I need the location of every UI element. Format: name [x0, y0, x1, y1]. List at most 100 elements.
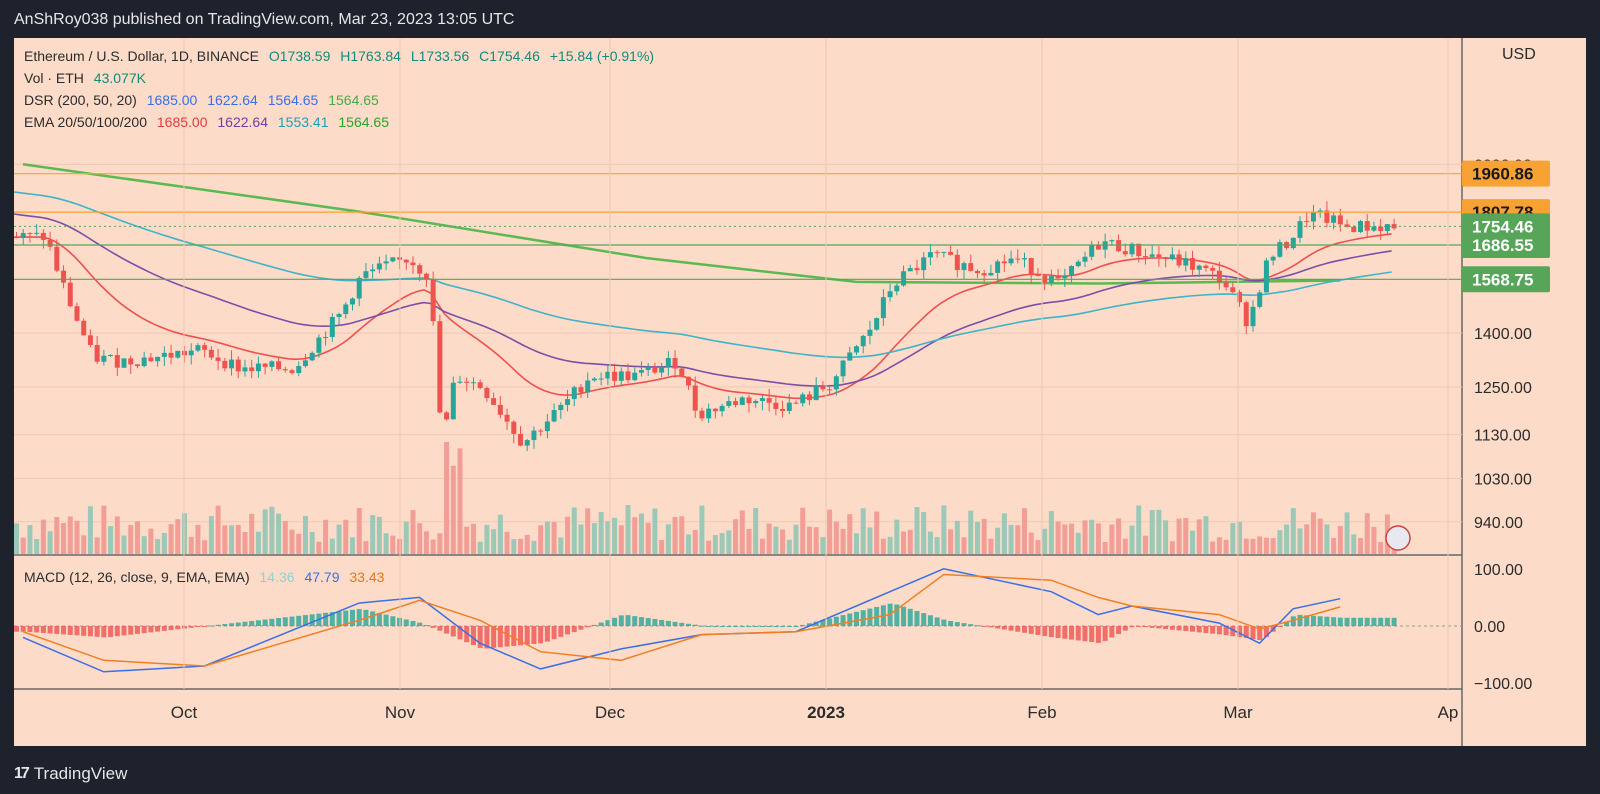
legend-volume-row: Vol · ETH 43.077K — [24, 70, 152, 86]
macd-histogram-bar — [618, 615, 624, 626]
candle-body — [786, 402, 792, 411]
macd-histogram-bar — [20, 626, 26, 632]
volume-bar — [827, 509, 833, 554]
legend-low: L1733.56 — [410, 48, 470, 64]
candle-body — [54, 246, 60, 271]
volume-bar — [188, 536, 194, 554]
volume-bar — [874, 511, 880, 554]
volume-bar — [733, 519, 739, 554]
candle-body — [780, 408, 786, 411]
volume-bar — [262, 509, 268, 554]
macd-histogram-bar — [645, 618, 651, 626]
candle-body — [887, 291, 893, 298]
macd-histogram-bar — [1210, 626, 1216, 634]
candle-body — [954, 254, 960, 271]
macd-histogram-bar — [497, 626, 503, 648]
tradingview-logo[interactable]: 17 TradingView — [14, 764, 127, 784]
chart-area[interactable]: 2000.001400.001250.001130.001030.00940.0… — [14, 38, 1586, 746]
macd-histogram-bar — [1129, 626, 1135, 628]
legend-ema-row: EMA 20/50/100/200 1685.00 1622.64 1553.4… — [24, 114, 395, 130]
volume-bar — [988, 538, 994, 554]
macd-histogram-bar — [1136, 626, 1142, 627]
macd-histogram-bar — [1344, 617, 1350, 626]
volume-bar — [376, 516, 382, 554]
candle-body — [632, 372, 638, 381]
candle-body — [806, 394, 812, 401]
volume-bar — [1008, 524, 1014, 554]
volume-bar — [793, 524, 799, 554]
candle-body — [1001, 261, 1007, 264]
candle-body — [659, 366, 665, 373]
macd-histogram-bar — [208, 625, 214, 627]
candle-body — [1156, 254, 1162, 258]
volume-bar — [208, 516, 214, 554]
macd-histogram-bar — [410, 621, 416, 626]
candle-body — [995, 261, 1001, 273]
volume-bar — [921, 511, 927, 554]
candle-body — [1277, 242, 1283, 257]
macd-histogram-bar — [1391, 617, 1397, 626]
macd-histogram-bar — [827, 618, 833, 626]
macd-histogram-bar — [148, 626, 154, 633]
legend-ema-v1: 1685.00 — [156, 114, 208, 130]
volume-bar — [1156, 509, 1162, 554]
macd-histogram-bar — [390, 616, 396, 626]
candle-body — [618, 371, 624, 381]
macd-histogram-bar — [40, 626, 46, 633]
macd-histogram-bar — [1055, 626, 1061, 638]
macd-histogram-bar — [665, 620, 671, 626]
time-tick-label: Nov — [385, 703, 416, 722]
macd-histogram-bar — [833, 616, 839, 626]
candle-body — [1216, 270, 1222, 283]
macd-histogram-bar — [229, 623, 235, 626]
candle-body — [551, 410, 557, 422]
candle-body — [262, 363, 268, 367]
macd-histogram-bar — [1358, 617, 1363, 626]
macd-histogram-bar — [262, 619, 268, 626]
candle-body — [914, 268, 920, 271]
candle-body — [1378, 226, 1384, 232]
volume-bar — [726, 530, 732, 554]
candle-body — [1089, 245, 1095, 257]
legend-open: O1738.59 — [268, 48, 331, 64]
time-tick-label: Mar — [1223, 703, 1253, 722]
level-tag-label: 1686.55 — [1472, 236, 1533, 255]
macd-histogram-bar — [202, 626, 208, 627]
macd-histogram-bar — [423, 625, 429, 627]
candle-body — [215, 357, 221, 361]
volume-bar — [141, 536, 147, 554]
chart-canvas[interactable]: 2000.001400.001250.001130.001030.00940.0… — [14, 38, 1586, 746]
candle-body — [1337, 215, 1343, 225]
candle-body — [497, 404, 503, 415]
volume-bar — [161, 532, 167, 554]
candle-body — [101, 355, 107, 362]
candle-body — [571, 387, 577, 400]
candle-body — [175, 350, 181, 358]
candle-body — [974, 270, 980, 274]
macd-histogram-bar — [686, 623, 691, 626]
candle-body — [20, 233, 26, 238]
level-tag — [1462, 266, 1550, 293]
volume-bar — [1331, 537, 1337, 554]
volume-bar — [302, 515, 308, 554]
volume-bar — [1102, 541, 1108, 554]
macd-histogram-bar — [921, 613, 927, 626]
volume-bar — [867, 527, 873, 554]
macd-histogram-bar — [894, 604, 900, 626]
volume-bar — [356, 507, 362, 554]
candle-body — [27, 233, 33, 235]
volume-bar — [423, 531, 429, 554]
candle-body — [1351, 226, 1357, 233]
volume-bar — [753, 508, 759, 554]
volume-bar — [612, 517, 618, 554]
volume-bar — [847, 514, 853, 554]
macd-histogram-bar — [739, 626, 745, 627]
macd-histogram-bar — [1324, 616, 1330, 626]
macd-histogram-bar — [867, 608, 873, 626]
volume-bar — [20, 537, 26, 554]
candle-body — [1136, 243, 1142, 257]
macd-histogram-bar — [605, 620, 611, 626]
macd-histogram-bar — [1284, 621, 1290, 626]
macd-histogram-bar — [591, 624, 597, 626]
volume-bar — [289, 529, 295, 554]
